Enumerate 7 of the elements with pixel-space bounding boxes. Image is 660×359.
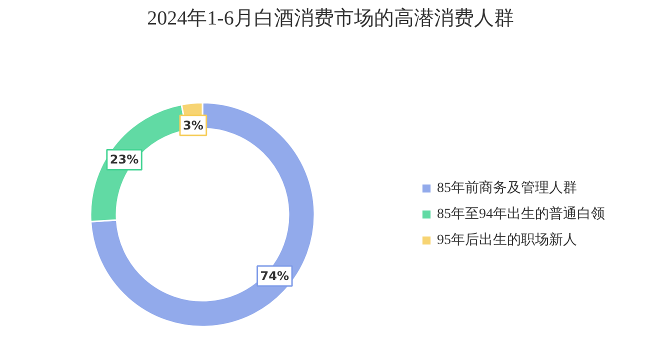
legend-label: 85年前商务及管理人群 (437, 179, 577, 197)
data-label: 74% (260, 269, 290, 284)
chart-title: 2024年1-6月白酒消费市场的高潜消费人群 (147, 6, 514, 30)
data-label: 3% (182, 118, 204, 132)
legend-label: 85年至94年出生的普通白领 (437, 205, 605, 223)
legend-label: 95年后出生的职场新人 (437, 231, 577, 249)
data-label: 23% (110, 152, 139, 167)
